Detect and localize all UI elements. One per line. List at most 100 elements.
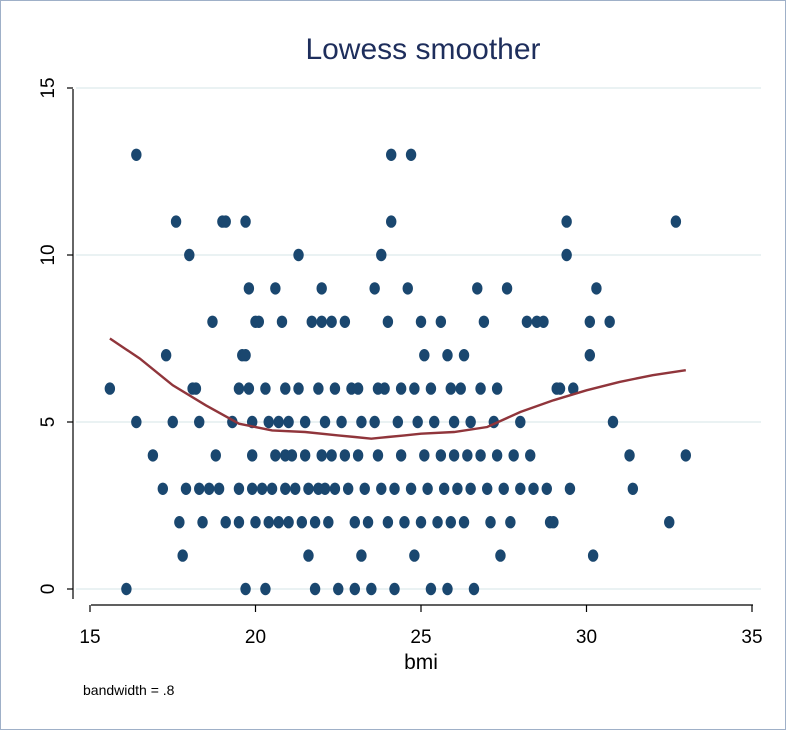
data-point <box>409 382 420 395</box>
y-tick-label-5: 5 <box>38 417 59 428</box>
data-point <box>177 549 188 562</box>
data-point <box>405 148 417 161</box>
data-point <box>442 349 453 362</box>
data-point <box>303 482 314 495</box>
data-point <box>376 248 387 262</box>
data-point <box>445 382 456 395</box>
data-point <box>498 482 509 495</box>
data-point <box>299 415 311 429</box>
data-point <box>203 482 215 495</box>
data-point <box>333 582 344 596</box>
data-point <box>243 282 255 295</box>
data-point <box>564 482 576 495</box>
chart-title: Lowess smoother <box>305 33 540 66</box>
data-point <box>280 482 291 495</box>
data-point <box>210 449 221 462</box>
x-tick-label-30: 30 <box>576 627 597 648</box>
data-point <box>568 382 579 395</box>
data-point <box>425 582 437 596</box>
data-point <box>316 282 327 295</box>
data-point <box>438 482 450 495</box>
data-point <box>313 382 324 395</box>
data-point <box>207 315 218 328</box>
data-point <box>415 516 427 529</box>
data-point <box>121 582 132 596</box>
data-point <box>246 449 258 462</box>
data-point <box>587 549 599 562</box>
data-point <box>323 516 334 529</box>
data-point <box>160 349 172 362</box>
data-point <box>180 482 192 495</box>
data-point <box>104 382 116 395</box>
data-point <box>386 148 397 161</box>
data-point <box>389 482 400 495</box>
data-point <box>448 415 460 429</box>
data-point <box>538 315 549 328</box>
data-point <box>584 349 596 362</box>
data-point <box>386 215 397 228</box>
data-point <box>366 582 377 596</box>
data-point <box>303 549 314 562</box>
data-point <box>280 382 291 395</box>
data-point <box>554 382 566 395</box>
data-point <box>197 516 208 529</box>
data-point <box>356 415 367 429</box>
data-point <box>157 482 169 495</box>
data-point <box>296 516 308 529</box>
lowess-line <box>109 337 686 440</box>
data-point <box>260 582 271 596</box>
data-point <box>356 549 367 562</box>
data-point <box>220 215 231 228</box>
data-point <box>240 349 251 362</box>
data-point <box>541 482 552 495</box>
data-point <box>174 516 185 529</box>
data-point <box>402 282 413 295</box>
data-point <box>266 482 278 495</box>
x-axis-label: bmi <box>404 651 438 674</box>
data-point <box>409 549 420 562</box>
data-point <box>472 282 483 295</box>
data-point <box>521 315 533 328</box>
data-point <box>329 482 341 495</box>
data-point <box>395 382 407 395</box>
data-point <box>482 482 493 495</box>
data-point <box>243 382 255 395</box>
data-point <box>339 315 351 328</box>
data-point <box>515 415 526 429</box>
data-point <box>627 482 639 495</box>
data-point <box>194 482 205 495</box>
data-point <box>319 482 331 495</box>
data-point <box>458 516 470 529</box>
data-point <box>253 315 265 328</box>
data-point <box>382 315 394 328</box>
data-point <box>240 215 251 228</box>
data-point <box>405 482 417 495</box>
data-point <box>415 315 427 328</box>
data-point <box>419 349 430 362</box>
bandwidth-note: bandwidth = .8 <box>83 682 175 698</box>
data-point <box>448 449 460 462</box>
data-point <box>372 449 384 462</box>
data-point <box>429 415 440 429</box>
data-point <box>445 516 456 529</box>
data-point <box>435 315 447 328</box>
data-point <box>349 516 360 529</box>
data-point <box>270 282 281 295</box>
data-point <box>369 282 380 295</box>
data-point <box>395 449 407 462</box>
data-point <box>670 215 682 228</box>
data-point <box>465 415 476 429</box>
data-point <box>412 415 423 429</box>
data-point <box>468 582 480 596</box>
data-point <box>399 516 410 529</box>
x-tick-label-35: 35 <box>741 627 762 648</box>
data-point <box>349 582 360 596</box>
data-point <box>462 449 473 462</box>
data-point <box>167 415 178 429</box>
data-point <box>435 449 447 462</box>
data-point <box>319 415 331 429</box>
data-point <box>147 449 159 462</box>
